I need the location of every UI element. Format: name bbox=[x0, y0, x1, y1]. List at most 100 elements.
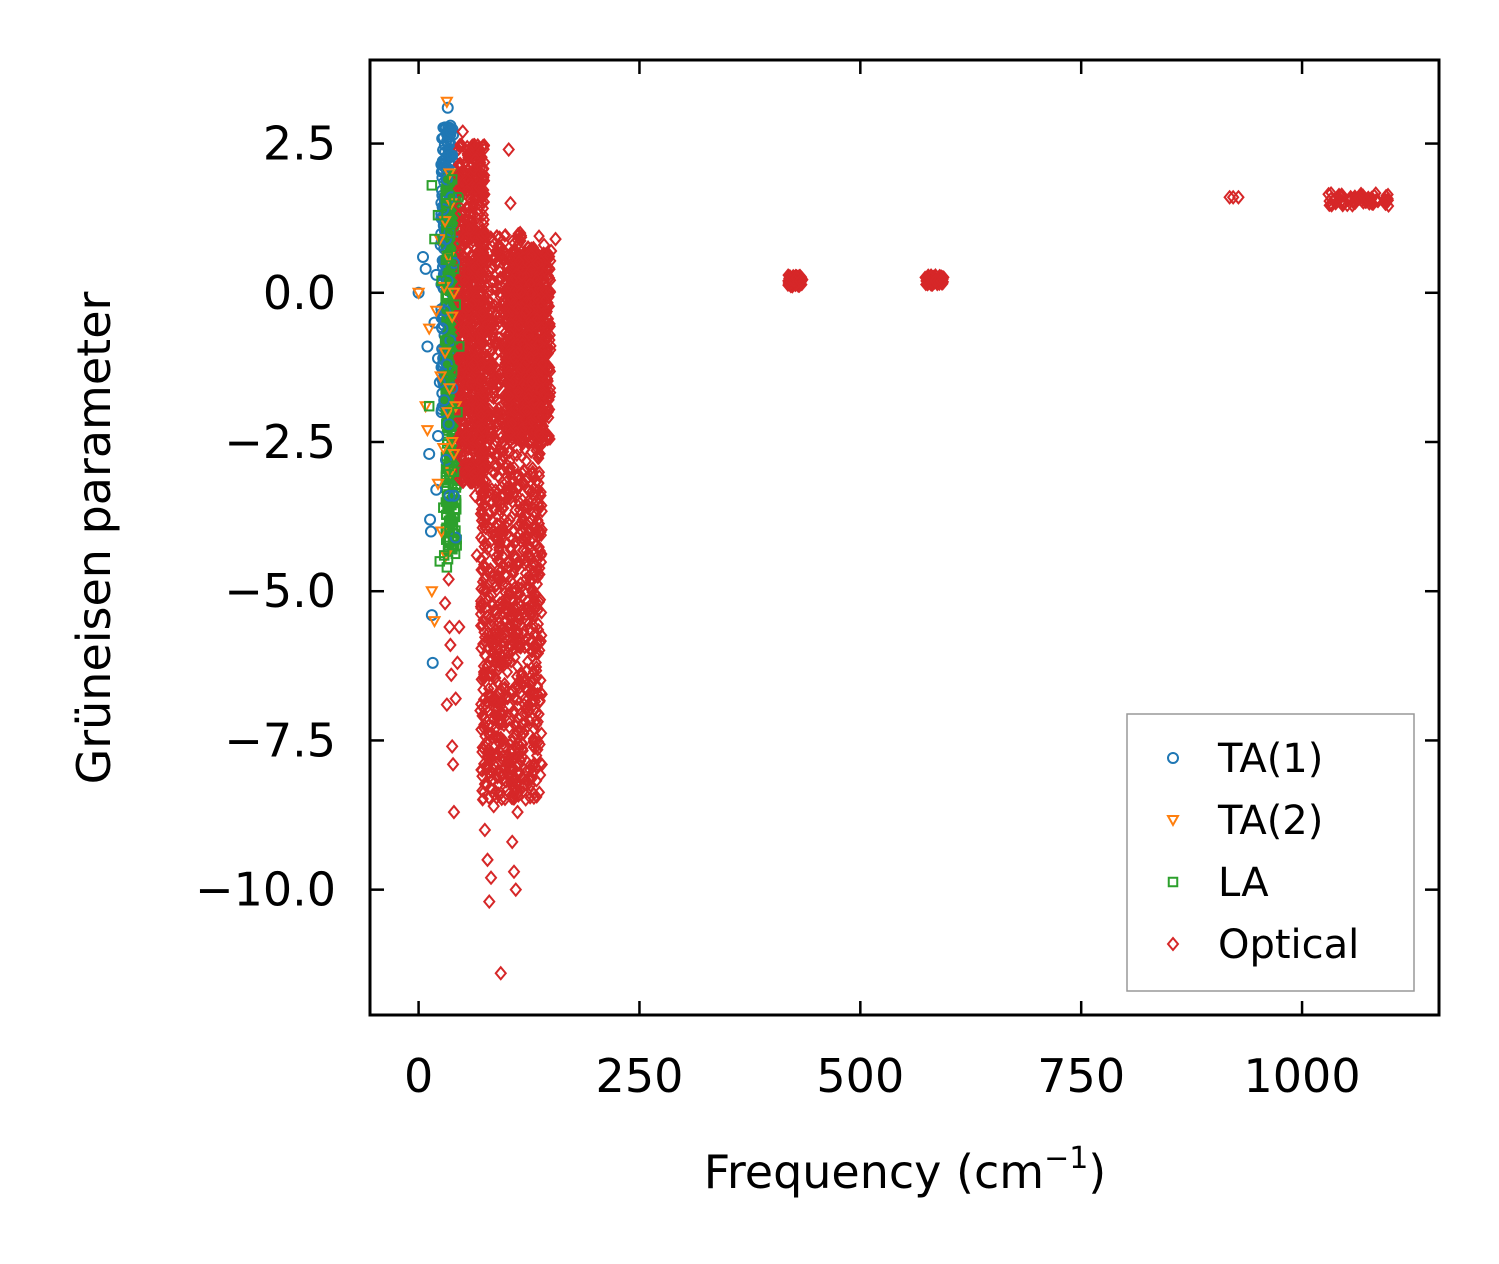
dense-point bbox=[520, 543, 532, 558]
dense-point bbox=[532, 622, 545, 637]
legend-label: TA(1) bbox=[1217, 736, 1323, 782]
dense-point bbox=[527, 589, 539, 603]
dense-point bbox=[530, 663, 543, 678]
dense-point bbox=[522, 578, 535, 593]
data-point bbox=[441, 101, 454, 114]
dense-point bbox=[454, 367, 467, 382]
dense-point bbox=[475, 722, 487, 737]
data-point bbox=[437, 203, 450, 216]
data-point bbox=[432, 352, 445, 365]
dense-point bbox=[461, 319, 474, 334]
dense-point bbox=[493, 524, 506, 539]
dense-point bbox=[493, 573, 506, 588]
dense-point bbox=[475, 597, 487, 611]
x-tick-label: 750 bbox=[1037, 1049, 1125, 1103]
data-point bbox=[446, 365, 458, 376]
x-tick-label: 0 bbox=[404, 1049, 433, 1103]
dense-point bbox=[512, 366, 525, 381]
data-point bbox=[432, 430, 445, 443]
data-point bbox=[449, 691, 462, 707]
dense-point bbox=[510, 669, 523, 684]
dense-point bbox=[486, 652, 499, 667]
dense-point bbox=[532, 503, 544, 518]
data-point bbox=[439, 335, 451, 346]
data-point bbox=[445, 191, 458, 204]
dense-point bbox=[464, 222, 476, 237]
dense-point bbox=[533, 561, 546, 576]
dense-point bbox=[528, 757, 540, 772]
dense-point bbox=[477, 138, 489, 153]
dense-point bbox=[535, 673, 547, 688]
dense-point bbox=[479, 510, 492, 525]
dense-point bbox=[477, 498, 490, 513]
dense-point bbox=[477, 785, 490, 800]
dense-point bbox=[510, 771, 522, 786]
data-point bbox=[793, 273, 807, 289]
data-point bbox=[440, 198, 452, 209]
dense-point bbox=[492, 272, 504, 287]
dense-point bbox=[480, 735, 492, 750]
dense-point bbox=[511, 313, 523, 328]
dense-point bbox=[490, 730, 503, 745]
dense-point bbox=[515, 668, 527, 683]
dense-point bbox=[533, 427, 545, 442]
dense-point bbox=[503, 445, 516, 460]
dense-point bbox=[523, 713, 536, 728]
dense-point bbox=[454, 375, 467, 390]
data-point bbox=[426, 180, 438, 191]
data-point bbox=[433, 371, 448, 384]
dense-point bbox=[541, 322, 554, 337]
dense-point bbox=[508, 690, 520, 705]
dense-point bbox=[528, 786, 540, 801]
dense-point bbox=[491, 702, 503, 717]
dense-point bbox=[504, 737, 516, 752]
dense-point bbox=[476, 574, 489, 589]
dense-point bbox=[515, 523, 527, 538]
dense-point bbox=[515, 362, 527, 377]
dense-point bbox=[501, 665, 514, 679]
dense-point bbox=[477, 671, 490, 686]
dense-point bbox=[542, 268, 555, 283]
dense-point bbox=[467, 468, 480, 483]
dense-point bbox=[523, 350, 536, 365]
data-point bbox=[453, 192, 464, 203]
dense-point bbox=[544, 328, 556, 343]
data-point bbox=[507, 864, 521, 880]
dense-point bbox=[516, 750, 529, 765]
dense-point bbox=[490, 229, 503, 244]
dense-point bbox=[503, 585, 515, 600]
dense-point bbox=[535, 320, 548, 335]
dense-point bbox=[466, 200, 479, 215]
data-point bbox=[428, 316, 441, 329]
data-point bbox=[449, 531, 462, 544]
dense-point bbox=[496, 523, 509, 538]
dense-point bbox=[505, 654, 517, 669]
series-ta-2- bbox=[411, 96, 463, 629]
dense-point bbox=[524, 540, 537, 555]
dense-point bbox=[531, 686, 544, 701]
dense-point bbox=[522, 416, 535, 431]
dense-point bbox=[503, 368, 516, 383]
dense-point bbox=[536, 757, 549, 772]
dense-point bbox=[496, 462, 509, 477]
legend-entry-ta-2-: TA(2) bbox=[1166, 798, 1323, 844]
dense-point bbox=[535, 605, 548, 620]
dense-point bbox=[486, 568, 498, 583]
dense-point bbox=[501, 578, 514, 593]
dense-point bbox=[475, 408, 487, 423]
dense-point bbox=[481, 542, 494, 557]
dense-point bbox=[453, 313, 465, 328]
dense-point bbox=[536, 504, 548, 519]
dense-point bbox=[531, 381, 544, 396]
data-point bbox=[411, 287, 426, 300]
dense-point bbox=[507, 345, 520, 360]
data-point bbox=[419, 262, 432, 275]
dense-point bbox=[499, 792, 511, 807]
dense-point bbox=[529, 586, 542, 601]
dense-point bbox=[477, 613, 489, 627]
dense-point bbox=[479, 187, 491, 202]
dense-point bbox=[533, 643, 546, 658]
dense-point bbox=[1379, 193, 1392, 208]
dense-point bbox=[501, 397, 514, 411]
